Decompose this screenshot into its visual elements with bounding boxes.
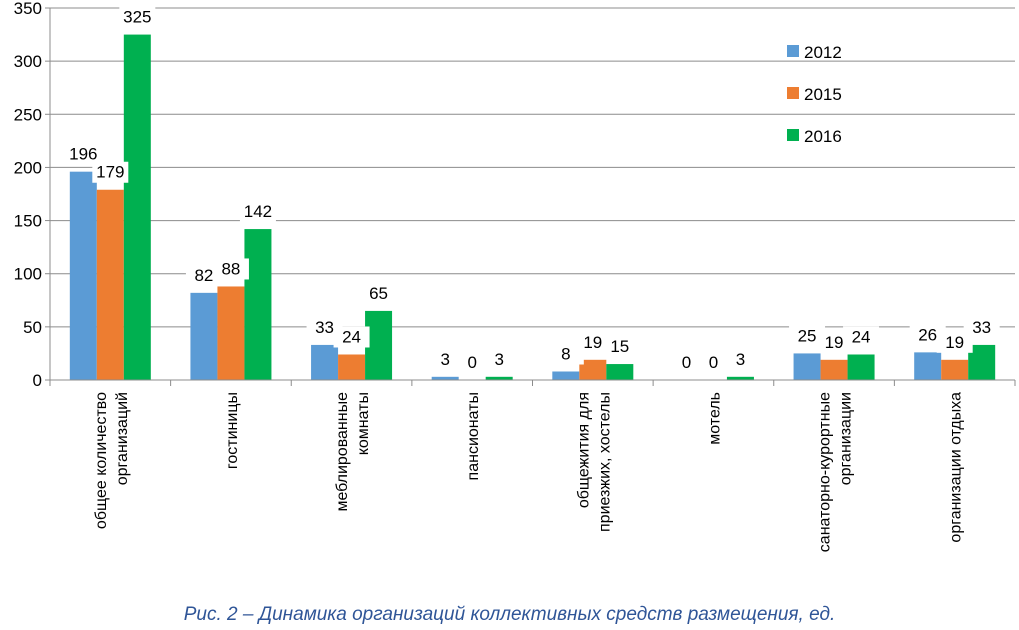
bar-2015 [96,189,124,380]
data-label-bg [239,201,276,223]
data-label: 88 [221,259,240,278]
category-label: мотель [706,392,723,445]
figure-caption: Рис. 2 – Динамика организаций коллективн… [183,604,836,625]
data-label-bg [92,161,129,183]
data-label: 24 [852,327,871,346]
data-label: 26 [918,325,937,344]
bar-2015 [820,359,848,380]
bar-2012 [69,171,97,380]
y-tick-label: 200 [14,158,42,177]
bar-2016 [847,354,875,380]
data-label-bg [601,336,638,358]
data-label: 15 [610,337,629,356]
bar-2015 [338,354,366,380]
data-label: 19 [583,333,602,352]
y-tick-label: 0 [33,371,42,390]
data-label-bg [722,348,759,370]
category-label: приезжих, хостелы [596,392,613,532]
data-label: 179 [96,163,124,182]
category-label: санаторно-курортные [817,392,834,552]
data-label: 19 [945,333,964,352]
data-label-bg [212,258,249,280]
bar-2016 [726,376,754,380]
legend-swatch-2015 [787,87,799,99]
data-label: 3 [494,350,503,369]
data-label: 0 [682,353,691,372]
bar-2015 [941,359,969,380]
bar-2012 [914,352,942,380]
data-label: 82 [194,266,213,285]
data-label: 8 [561,344,570,363]
data-label-bg [119,6,156,28]
data-label: 25 [798,326,817,345]
data-label-bg [843,326,880,348]
legend: 2012 2015 2016 [787,43,842,146]
bar-2016 [123,34,151,380]
category-label: организации отдыха [948,392,965,543]
y-tick-label: 250 [14,105,42,124]
bar-2015 [579,359,607,380]
category-label: гостиницы [224,392,241,469]
legend-label-2016: 2016 [804,127,842,146]
bar-2012 [552,371,580,380]
y-tick-label: 50 [23,318,42,337]
legend-label-2012: 2012 [804,43,842,62]
data-label: 33 [315,318,334,337]
y-tick-label: 150 [14,212,42,231]
bar-2016 [485,376,513,380]
legend-swatch-2012 [787,45,799,57]
category-label: меблированные [334,392,351,512]
data-label-bg [333,326,370,348]
bar-2012 [311,344,339,380]
category-label: общежития для [575,392,592,508]
bars [69,34,996,380]
data-label: 24 [342,327,361,346]
data-label: 19 [825,333,844,352]
bar-2016 [606,364,634,380]
y-tick-label: 350 [14,0,42,18]
data-label: 325 [123,8,151,27]
category-label: организации [838,392,855,485]
data-label: 65 [369,284,388,303]
bar-2016 [244,229,272,380]
data-label-bg [963,316,1000,338]
data-label: 0 [467,353,476,372]
data-label: 3 [440,350,449,369]
category-labels: общее количество организаций гостиницы мебл… [93,392,965,552]
data-label-bg [65,143,102,165]
data-label: 142 [244,202,272,221]
data-label-bg [360,282,397,304]
category-label: комнаты [355,392,372,455]
category-label: пансионаты [465,392,482,480]
bar-2012 [793,353,821,380]
bar-2015 [217,286,245,380]
legend-swatch-2016 [787,129,799,141]
bar-2012 [431,376,459,380]
data-label-bg [481,348,518,370]
bar-2012 [190,292,218,380]
category-label: организаций [114,392,131,485]
legend-label-2015: 2015 [804,85,842,104]
data-label: 3 [736,350,745,369]
data-label: 196 [69,145,97,164]
data-label: 33 [972,318,991,337]
y-tick-label: 100 [14,265,42,284]
category-label: общее количество [93,392,110,529]
data-label: 0 [709,353,718,372]
y-tick-label: 300 [14,52,42,71]
